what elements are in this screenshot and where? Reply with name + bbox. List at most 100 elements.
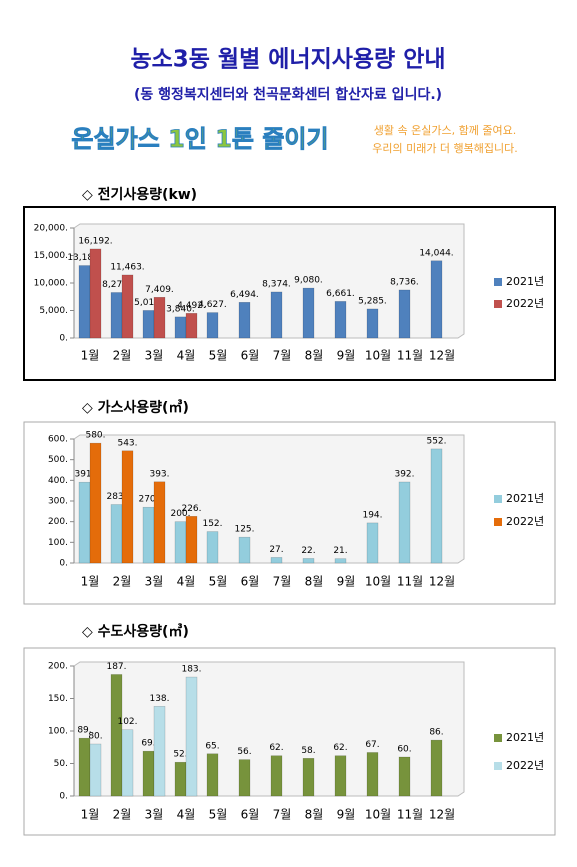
x-tick-label: 4월 — [177, 575, 196, 589]
data-label: 60. — [397, 745, 411, 755]
bar — [153, 297, 166, 339]
page-subtitle: (동 행정복지센터와 천곡문화센터 합산자료 입니다.) — [134, 86, 442, 103]
data-label: 27. — [269, 545, 283, 555]
bar — [121, 274, 134, 339]
data-label: 200. — [170, 509, 190, 519]
bar — [366, 752, 379, 797]
data-label: 14,044. — [419, 248, 453, 258]
x-tick-label: 12월 — [429, 349, 455, 363]
bar — [153, 481, 166, 564]
x-tick-label: 5월 — [209, 575, 228, 589]
bar — [89, 442, 102, 564]
data-label: 152. — [202, 519, 222, 529]
data-label: 65. — [205, 741, 219, 751]
data-label: 16,192. — [78, 236, 112, 246]
data-label: 58. — [301, 746, 315, 756]
data-label: 80. — [88, 732, 102, 742]
bar — [78, 481, 91, 564]
data-label: 8,279. — [102, 280, 131, 290]
x-tick-label: 8월 — [305, 349, 324, 363]
legend-swatch — [494, 734, 502, 742]
y-tick-label: 500. — [48, 455, 68, 465]
x-tick-label: 2월 — [113, 808, 132, 822]
data-label: 56. — [237, 747, 251, 757]
x-tick-label: 3월 — [145, 808, 164, 822]
x-tick-label: 10월 — [365, 808, 391, 822]
bar — [366, 522, 379, 564]
x-tick-label: 5월 — [209, 808, 228, 822]
data-label: 62. — [333, 743, 347, 753]
bar — [302, 558, 315, 564]
data-label: 69. — [141, 739, 155, 749]
bar — [398, 289, 411, 339]
data-label: 8,374. — [262, 279, 291, 289]
y-tick-label: 15,000. — [34, 251, 68, 261]
x-tick-label: 6월 — [241, 349, 260, 363]
x-tick-label: 2월 — [113, 349, 132, 363]
x-tick-label: 1월 — [81, 575, 100, 589]
data-label: 393. — [149, 469, 169, 479]
bar — [398, 756, 411, 797]
bar — [430, 739, 443, 797]
bar — [78, 265, 91, 339]
bar — [206, 312, 219, 339]
legend-swatch — [494, 495, 502, 503]
data-label: 552. — [426, 436, 446, 446]
x-tick-label: 2월 — [113, 575, 132, 589]
bar — [142, 310, 155, 339]
bar — [270, 557, 283, 564]
data-label: 52. — [173, 750, 187, 760]
data-label: 6,661. — [326, 289, 355, 299]
data-label: 543. — [117, 438, 137, 448]
x-tick-label: 7월 — [273, 349, 292, 363]
data-label: 102. — [117, 717, 137, 727]
bar — [270, 755, 283, 797]
x-tick-label: 1월 — [81, 808, 100, 822]
data-label: 125. — [234, 525, 254, 535]
y-tick-label: 300. — [48, 497, 68, 507]
data-label: 392. — [394, 469, 414, 479]
legend-label: 2021년 — [506, 275, 544, 288]
bar — [153, 706, 166, 797]
bar — [334, 755, 347, 797]
bar — [366, 308, 379, 339]
bar — [89, 248, 102, 339]
y-tick-label: 100. — [48, 727, 68, 737]
y-tick-label: 100. — [48, 538, 68, 548]
bar — [206, 753, 219, 797]
x-tick-label: 7월 — [273, 808, 292, 822]
legend-label: 2022년 — [506, 759, 544, 772]
legend-swatch — [494, 278, 502, 286]
bar — [334, 301, 347, 339]
bar — [238, 302, 251, 339]
data-label: 89. — [77, 726, 91, 736]
data-label: 194. — [362, 510, 382, 520]
data-label: 138. — [149, 694, 169, 704]
x-tick-label: 3월 — [145, 349, 164, 363]
bar — [78, 737, 91, 797]
banner-slogan: 온실가스 1인 1톤 줄이기 — [71, 125, 328, 153]
chart-title: ◇ 전기사용량(kw) — [82, 186, 197, 203]
data-label: 9,080. — [294, 276, 323, 286]
x-tick-label: 4월 — [177, 808, 196, 822]
bar — [334, 558, 347, 564]
bar — [142, 506, 155, 564]
bar — [121, 729, 134, 797]
x-tick-label: 11월 — [397, 808, 423, 822]
bar — [238, 759, 251, 797]
legend-swatch — [494, 762, 502, 770]
page-title: 농소3동 월별 에너지사용량 안내 — [130, 47, 445, 73]
y-tick-label: 5,000. — [39, 306, 68, 316]
bar — [174, 521, 187, 564]
bar — [89, 743, 102, 797]
legend-label: 2022년 — [506, 297, 544, 310]
x-tick-label: 8월 — [305, 808, 324, 822]
y-tick-label: 10,000. — [34, 279, 68, 289]
data-label: 283. — [106, 492, 126, 502]
data-label: 3,840. — [166, 304, 195, 314]
data-label: 226. — [181, 504, 201, 514]
y-tick-label: 0. — [59, 334, 68, 344]
bar — [398, 481, 411, 564]
bar — [430, 260, 443, 339]
bar — [174, 316, 187, 339]
